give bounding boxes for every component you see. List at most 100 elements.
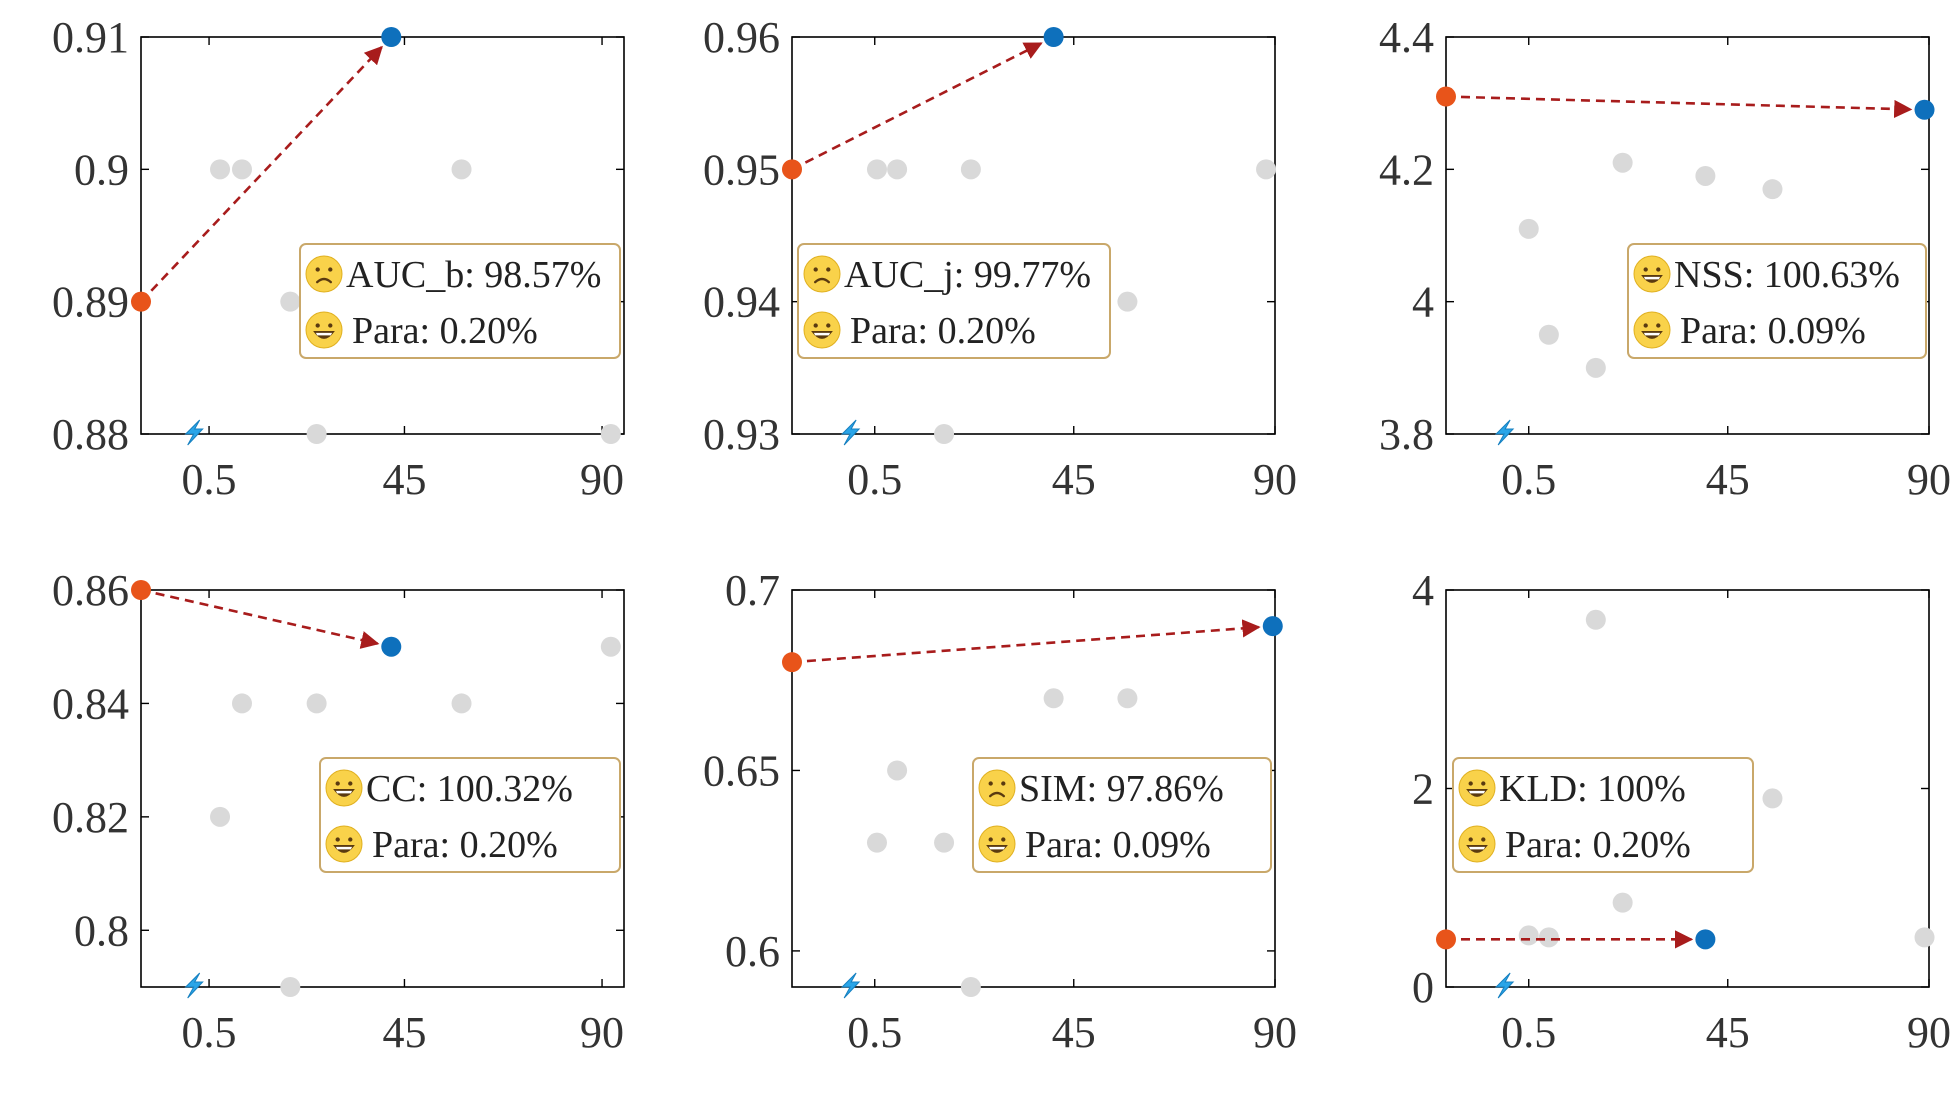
x-tick-label: 45: [1052, 1008, 1096, 1057]
emoji-teeth: [335, 846, 353, 850]
emoji-eye: [1481, 837, 1486, 842]
plot-frame: [140, 589, 625, 988]
other-point: [960, 977, 981, 997]
emoji-teeth: [988, 846, 1006, 850]
lightning-bolt-icon: [1494, 972, 1515, 999]
other-point: [887, 760, 908, 781]
plot-frame: [791, 589, 1276, 988]
x-tick-label: 0.5: [847, 1008, 902, 1057]
y-tick-label: 0: [1412, 963, 1434, 1012]
emoji-eye: [348, 781, 353, 786]
emoji-teeth: [335, 790, 353, 794]
emoji-mouth: [813, 277, 831, 284]
legend-box: AUC_j: 99.77% Para: 0.20%: [797, 243, 1111, 359]
y-tick-label: 0.7: [725, 566, 780, 615]
grinning-face-icon: [1633, 255, 1671, 293]
other-point: [600, 424, 621, 444]
emoji-teeth: [1643, 276, 1661, 280]
emoji-eye: [328, 267, 333, 272]
other-point: [231, 159, 252, 180]
lightning-bolt-icon: [184, 972, 204, 999]
legend-frame: [797, 243, 1111, 359]
legend-para-text: Para: 0.09%: [1680, 310, 1866, 352]
y-tick-label: 0.8: [74, 906, 129, 955]
grinning-face-icon: [325, 769, 363, 807]
legend-box: KLD: 100% Para: 0.20%: [1452, 757, 1754, 873]
other-point: [1256, 159, 1277, 180]
emoji-eye: [1643, 267, 1648, 272]
baseline-point: [782, 652, 802, 673]
emoji-eye: [335, 837, 340, 842]
grinning-face-icon: [1633, 311, 1671, 349]
emoji-face-circle: [1633, 311, 1671, 349]
emoji-eye: [826, 267, 831, 272]
grinning-face-icon: [305, 311, 343, 349]
y-tick-label: 2: [1412, 765, 1434, 814]
plot-frame: [791, 36, 1276, 435]
legend-para-text: Para: 0.20%: [850, 310, 1036, 352]
y-tick-label: 0.93: [703, 410, 780, 459]
x-tick-label: 90: [1253, 1008, 1297, 1057]
emoji-face-circle: [305, 311, 343, 349]
baseline-point: [1436, 929, 1456, 950]
other-point: [1585, 609, 1606, 630]
grinning-face-icon: [1458, 769, 1496, 807]
chart-panel-sim: 0.6 0.65 0.7 0.5 45 90 SIM: 97.86% Para: 0.09%: [703, 566, 1297, 1057]
x-tick-label: 90: [1907, 455, 1951, 504]
improvement-arrow: [791, 619, 1261, 664]
legend-metric-text: SIM: 97.86%: [1019, 768, 1224, 810]
other-point: [1762, 788, 1783, 809]
legend-para-text: Para: 0.20%: [352, 310, 538, 352]
emoji-face-circle: [305, 255, 343, 293]
emoji-eye: [335, 781, 340, 786]
y-tick-label: 0.82: [52, 793, 129, 842]
x-tick-label: 0.5: [1501, 1008, 1556, 1057]
emoji-teeth: [315, 332, 333, 336]
emoji-teeth: [1468, 790, 1486, 794]
baseline-point: [131, 580, 151, 600]
legend-box: SIM: 97.86% Para: 0.09%: [972, 757, 1272, 873]
emoji-teeth: [1643, 332, 1661, 336]
baseline-point: [1436, 86, 1456, 107]
x-tick-label: 0.5: [182, 1008, 237, 1057]
other-point: [1043, 688, 1064, 709]
x-tick-label: 90: [1907, 1008, 1951, 1057]
emoji-eye: [348, 837, 353, 842]
grinning-face-icon: [1458, 825, 1496, 863]
other-point: [1518, 218, 1539, 239]
emoji-teeth: [1468, 846, 1486, 850]
emoji-mouth: [315, 277, 333, 284]
chart-panel-cc: 0.8 0.82 0.84 0.86 0.5 45 90 CC: 100.32% Para: 0…: [52, 566, 625, 1057]
legend-frame: [1452, 757, 1754, 873]
ours-point: [1914, 99, 1935, 120]
other-point: [887, 159, 908, 180]
legend-metric-text: KLD: 100%: [1499, 768, 1686, 810]
x-tick-label: 45: [1706, 455, 1750, 504]
y-tick-label: 4.4: [1379, 13, 1434, 62]
emoji-eye: [1656, 267, 1661, 272]
legend-para-text: Para: 0.20%: [372, 824, 558, 866]
sad-face-icon: [803, 255, 841, 293]
grinning-face-icon: [803, 311, 841, 349]
emoji-face-circle: [978, 769, 1016, 807]
y-tick-label: 4: [1412, 278, 1434, 327]
emoji-face-circle: [978, 825, 1016, 863]
lightning-bolt-icon: [840, 419, 861, 446]
y-tick-label: 4.2: [1379, 145, 1434, 194]
x-tick-label: 90: [580, 455, 624, 504]
emoji-face-circle: [803, 311, 841, 349]
other-point: [451, 159, 472, 180]
other-point: [866, 832, 887, 853]
grinning-face-icon: [978, 825, 1016, 863]
baseline-point: [782, 159, 802, 180]
other-point: [934, 832, 955, 853]
emoji-face-circle: [325, 825, 363, 863]
legend-metric-text: AUC_b: 98.57%: [346, 254, 601, 296]
emoji-eye: [1481, 781, 1486, 786]
chart-panel-auc-j: 0.93 0.94 0.95 0.96 0.5 45 90 AUC_j: 99.77% Para…: [703, 13, 1297, 504]
lightning-bolt-icon: [840, 972, 861, 999]
emoji-eye: [826, 323, 831, 328]
y-tick-label: 0.89: [52, 278, 129, 327]
improvement-arrow: [140, 45, 383, 303]
emoji-face-circle: [1458, 769, 1496, 807]
